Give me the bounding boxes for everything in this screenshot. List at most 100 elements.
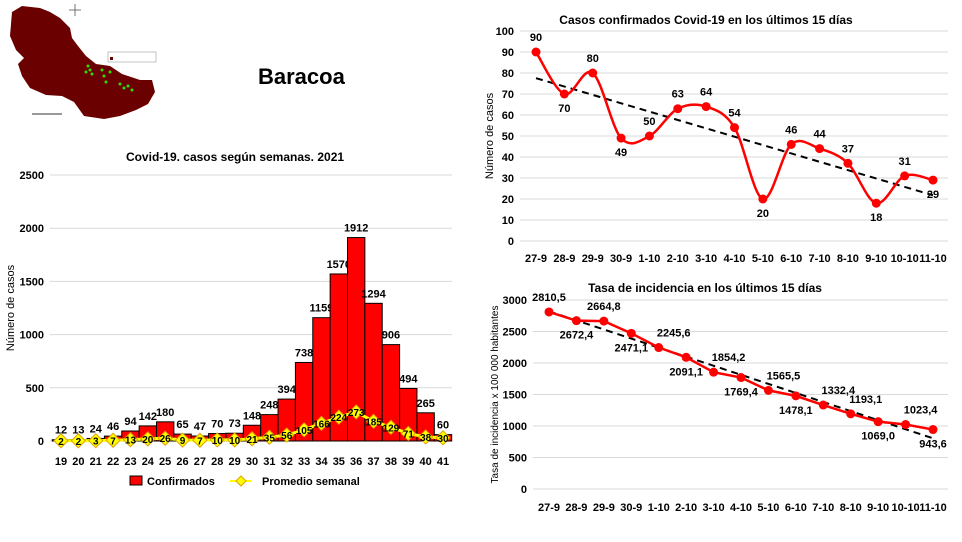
x-tick-label: 29-9: [593, 502, 615, 514]
x-tick-label: 7-10: [812, 502, 834, 514]
average-marker: [365, 413, 382, 430]
average-value-label: 7: [110, 436, 116, 447]
average-value-label: 185: [365, 417, 382, 428]
x-tick-label: 9-10: [867, 502, 889, 514]
average-value-label: 166: [313, 419, 330, 430]
y-tick-label: 80: [502, 68, 514, 80]
data-value-label: 46: [785, 124, 797, 136]
y-tick-label: 30: [502, 173, 514, 185]
trend-line: [548, 310, 934, 440]
average-marker: [400, 425, 416, 442]
y-tick-label: 100: [496, 26, 514, 38]
y-tick-label: 1500: [20, 276, 44, 288]
average-marker: [226, 432, 243, 448]
data-value-label: 63: [672, 89, 684, 101]
data-point: [701, 102, 711, 112]
data-value-label: 80: [587, 53, 599, 65]
data-point: [544, 307, 554, 317]
y-tick-label: 0: [38, 436, 44, 448]
x-tick-label: 2-10: [675, 502, 697, 514]
x-tick-label: 33: [298, 456, 310, 468]
bar-confirmed: [138, 425, 158, 442]
x-tick-label: 3-10: [695, 253, 717, 265]
bar-confirmed: [242, 424, 262, 442]
data-value-label: 1193,1: [849, 394, 882, 406]
bar-confirmed: [416, 412, 435, 442]
x-tick-label: 4-10: [723, 253, 745, 265]
data-value-label: 2672,4: [560, 330, 595, 342]
data-value-label: 90: [530, 32, 542, 44]
average-value-label: 2: [76, 437, 82, 448]
legend-label-confirmed: Confirmados: [147, 476, 215, 488]
x-tick-label: 39: [402, 456, 414, 468]
average-value-label: 30: [437, 434, 449, 445]
data-value-label: 1478,1: [779, 405, 813, 417]
chart-title: Covid-19. casos según semanas. 2021: [126, 150, 344, 164]
data-point: [873, 417, 883, 427]
map-legend: [107, 51, 157, 63]
average-value-label: 224: [330, 413, 347, 424]
data-value-label: 1023,4: [904, 405, 939, 417]
x-tick-label: 30-9: [620, 502, 642, 514]
y-tick-label: 3000: [503, 295, 527, 307]
bar-confirmed: [69, 439, 88, 442]
bar-value-label: 24: [90, 423, 103, 435]
data-point: [736, 373, 746, 383]
bar-value-label: 60: [437, 420, 449, 432]
y-tick-label: 2000: [20, 223, 44, 235]
bar-confirmed: [347, 237, 366, 442]
bar-value-label: 265: [416, 398, 434, 410]
x-tick-label: 11-10: [919, 502, 947, 514]
y-tick-label: 0: [508, 236, 514, 248]
x-tick-label: 35: [333, 456, 345, 468]
data-point: [763, 385, 773, 395]
bar-value-label: 70: [211, 419, 223, 431]
data-value-label: 943,6: [919, 439, 947, 451]
average-marker: [122, 431, 139, 448]
x-tick-label: 27-9: [525, 253, 547, 265]
average-value-label: 56: [281, 431, 293, 442]
average-value-label: 13: [125, 436, 137, 447]
data-point: [709, 367, 719, 377]
bar-value-label: 394: [278, 384, 297, 396]
x-tick-label: 2-10: [667, 253, 689, 265]
data-point: [571, 316, 581, 326]
y-tick-label: 10: [502, 215, 514, 227]
y-tick-label: 60: [502, 110, 514, 122]
data-point: [791, 391, 801, 401]
average-marker: [331, 409, 347, 425]
x-tick-label: 28-9: [565, 502, 587, 514]
y-axis-label: Tasa de incidencia x 100 000 habitantes: [490, 306, 501, 484]
bar-value-label: 180: [156, 407, 174, 419]
bar-confirmed: [312, 317, 331, 442]
average-value-label: 10: [229, 436, 241, 447]
x-tick-label: 8-10: [840, 502, 862, 514]
average-marker: [209, 432, 225, 448]
data-line: [534, 51, 934, 205]
x-tick-label: 5-10: [757, 502, 779, 514]
x-tick-label: 9-10: [865, 253, 887, 265]
average-marker: [70, 433, 87, 449]
baracoa-map: [10, 4, 157, 119]
data-point: [588, 68, 598, 78]
x-tick-label: 27-9: [538, 502, 560, 514]
bar-confirmed: [260, 414, 279, 442]
data-value-label: 1069,0: [861, 431, 895, 443]
x-tick-label: 41: [437, 456, 449, 468]
data-value-label: 2091,1: [669, 366, 703, 378]
x-tick-label: 31: [263, 456, 275, 468]
y-tick-label: 0: [521, 484, 527, 496]
x-tick-label: 23: [124, 456, 136, 468]
average-marker: [105, 432, 121, 448]
y-tick-label: 1000: [503, 421, 527, 433]
average-marker: [261, 429, 278, 445]
bar-value-label: 12: [55, 425, 67, 437]
x-tick-label: 21: [90, 456, 102, 468]
x-tick-label: 29-9: [582, 253, 604, 265]
x-tick-label: 27: [194, 456, 206, 468]
bar-confirmed: [156, 421, 175, 442]
x-tick-label: 3-10: [703, 502, 725, 514]
average-value-label: 105: [296, 426, 313, 437]
y-tick-label: 90: [502, 47, 514, 59]
average-marker: [383, 419, 399, 435]
